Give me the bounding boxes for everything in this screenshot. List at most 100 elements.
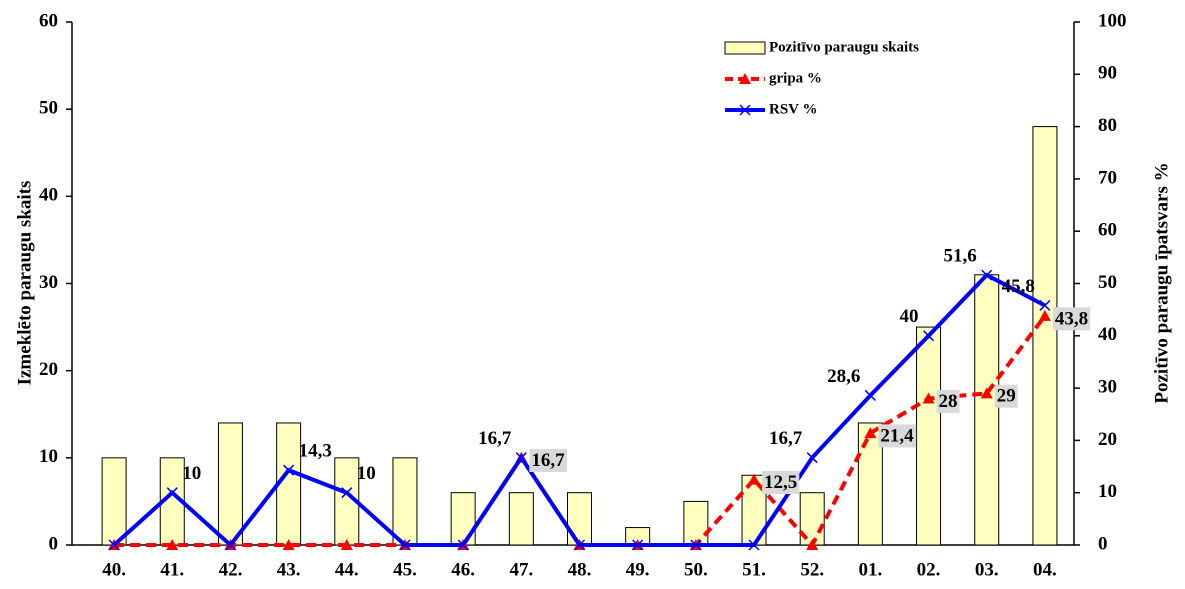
data-label: 28,6 <box>827 366 860 387</box>
y2-tick-label: 60 <box>1098 220 1117 241</box>
point <box>864 427 877 439</box>
y2-tick-label: 30 <box>1098 376 1117 397</box>
legend-swatch <box>724 41 766 55</box>
y2-tick-label: 70 <box>1098 167 1117 188</box>
point <box>748 539 760 551</box>
point <box>1039 299 1051 311</box>
y-axis-label: Izmeklēto paraugu skaits <box>14 181 35 386</box>
bar <box>974 274 1000 546</box>
x-tick-label: 41. <box>160 559 184 580</box>
y-tick-label: 20 <box>39 359 58 380</box>
y-tick-label: 40 <box>39 185 58 206</box>
point <box>399 539 411 551</box>
point <box>457 539 469 551</box>
y-tick-label: 30 <box>39 272 58 293</box>
x-tick-label: 03. <box>975 559 999 580</box>
data-label: 16,7 <box>531 450 565 471</box>
point <box>748 473 761 485</box>
point <box>922 392 935 404</box>
x-tick-label: 52. <box>800 559 824 580</box>
data-label: 43,8 <box>1055 308 1088 329</box>
point <box>340 539 353 550</box>
x-tick-label: 50. <box>684 559 708 580</box>
data-label: 16,7 <box>769 428 803 449</box>
point <box>632 539 644 551</box>
point <box>573 539 586 551</box>
data-label: 40 <box>900 306 919 327</box>
data-label-box <box>936 389 960 413</box>
bar <box>101 457 127 546</box>
bar <box>1032 126 1058 546</box>
data-label: 16,7 <box>478 428 512 449</box>
y2-tick-label: 90 <box>1098 63 1117 84</box>
y2-tick-label: 0 <box>1098 533 1108 554</box>
x-tick-label: 01. <box>859 559 883 580</box>
x-tick-label: 40. <box>102 559 126 580</box>
x-tick-label: 04. <box>1033 559 1057 580</box>
bar <box>683 500 709 546</box>
y2-tick-label: 50 <box>1098 272 1117 293</box>
bar <box>450 492 476 546</box>
x-tick-label: 51. <box>742 559 766 580</box>
point <box>166 487 178 499</box>
data-label-box <box>762 470 800 494</box>
point <box>981 269 993 281</box>
point <box>515 452 527 464</box>
data-label-box <box>1052 307 1091 331</box>
y2-tick-label: 100 <box>1098 10 1127 31</box>
x-tick-label: 43. <box>277 559 301 580</box>
bar <box>276 422 302 546</box>
point <box>108 539 120 551</box>
point <box>1038 309 1051 321</box>
x-tick-label: 02. <box>917 559 941 580</box>
y-tick-label: 60 <box>39 10 58 31</box>
legend-label: RSV % <box>769 101 818 117</box>
point <box>923 330 935 342</box>
data-label: 45,8 <box>1002 276 1035 297</box>
x-tick-label: 44. <box>335 559 359 580</box>
legend-label: gripa % <box>769 70 822 86</box>
data-label: 10 <box>182 463 201 484</box>
point <box>980 387 993 399</box>
data-label-box <box>994 384 1018 408</box>
data-label: 28 <box>939 391 958 412</box>
data-label-box <box>529 449 568 473</box>
legend-marker <box>739 73 751 84</box>
data-label: 12,5 <box>764 472 797 493</box>
data-label: 21,4 <box>880 425 914 446</box>
x-tick-label: 47. <box>509 559 533 580</box>
x-tick-label: 46. <box>451 559 475 580</box>
point <box>282 539 295 550</box>
y2-tick-label: 10 <box>1098 481 1117 502</box>
legend-label: Pozitīvo paraugu skaits <box>769 39 919 55</box>
data-label: 14,3 <box>299 441 332 462</box>
line <box>114 314 1047 549</box>
bar <box>567 492 592 546</box>
x-tick-label: 45. <box>393 559 417 580</box>
data-label: 29 <box>997 386 1016 407</box>
y2-axis-label: Pozitīvo paraugu īpatsvars % <box>1151 162 1172 403</box>
data-label: 51,6 <box>943 245 976 266</box>
y-tick-label: 50 <box>39 98 58 119</box>
y2-tick-label: 20 <box>1098 429 1117 450</box>
y2-tick-label: 40 <box>1098 324 1117 345</box>
y-tick-label: 10 <box>39 446 58 467</box>
point <box>283 464 295 476</box>
x-tick-label: 48. <box>568 559 592 580</box>
point <box>166 539 179 550</box>
legend-marker <box>739 104 751 116</box>
bar <box>217 422 243 546</box>
y-tick-label: 0 <box>49 533 59 554</box>
bar <box>392 457 418 546</box>
point <box>224 539 236 551</box>
point <box>690 539 702 551</box>
point <box>341 487 353 499</box>
point <box>806 539 819 550</box>
bar <box>508 492 534 546</box>
x-tick-label: 42. <box>219 559 243 580</box>
point <box>806 452 818 464</box>
y2-tick-label: 80 <box>1098 115 1117 136</box>
data-label-box <box>878 424 917 448</box>
x-tick-label: 49. <box>626 559 650 580</box>
